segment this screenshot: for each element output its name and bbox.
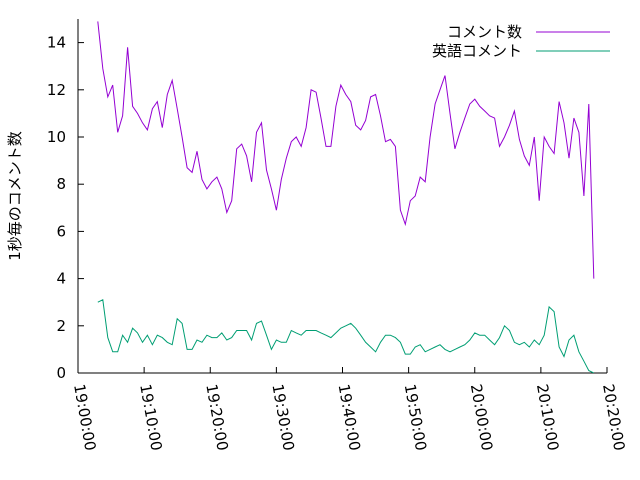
y-tick-label: 8: [56, 175, 66, 193]
x-tick-label: 19:00:00: [70, 383, 99, 452]
series-line: [97, 21, 595, 279]
x-tick-label: 20:00:00: [467, 383, 496, 452]
x-tick-label: 19:50:00: [401, 383, 430, 452]
x-tick-label: 19:10:00: [136, 383, 165, 452]
legend-label: コメント数: [447, 23, 522, 41]
y-tick-label: 6: [56, 222, 66, 240]
y-axis-label: 1秒毎のコメント数: [6, 131, 24, 261]
y-tick-label: 14: [47, 34, 66, 52]
y-tick-label: 2: [56, 317, 66, 335]
x-tick-label: 20:20:00: [599, 383, 628, 452]
y-tick-label: 10: [47, 128, 66, 146]
x-tick-label: 19:20:00: [202, 383, 231, 452]
y-tick-label: 4: [56, 270, 66, 288]
legend-label: 英語コメント: [432, 42, 522, 60]
series-line: [97, 299, 595, 373]
y-tick-label: 12: [47, 81, 66, 99]
x-tick-label: 20:10:00: [533, 383, 562, 452]
x-tick-label: 19:40:00: [335, 383, 364, 452]
x-tick-label: 19:30:00: [268, 383, 297, 452]
y-tick-label: 0: [56, 364, 66, 382]
